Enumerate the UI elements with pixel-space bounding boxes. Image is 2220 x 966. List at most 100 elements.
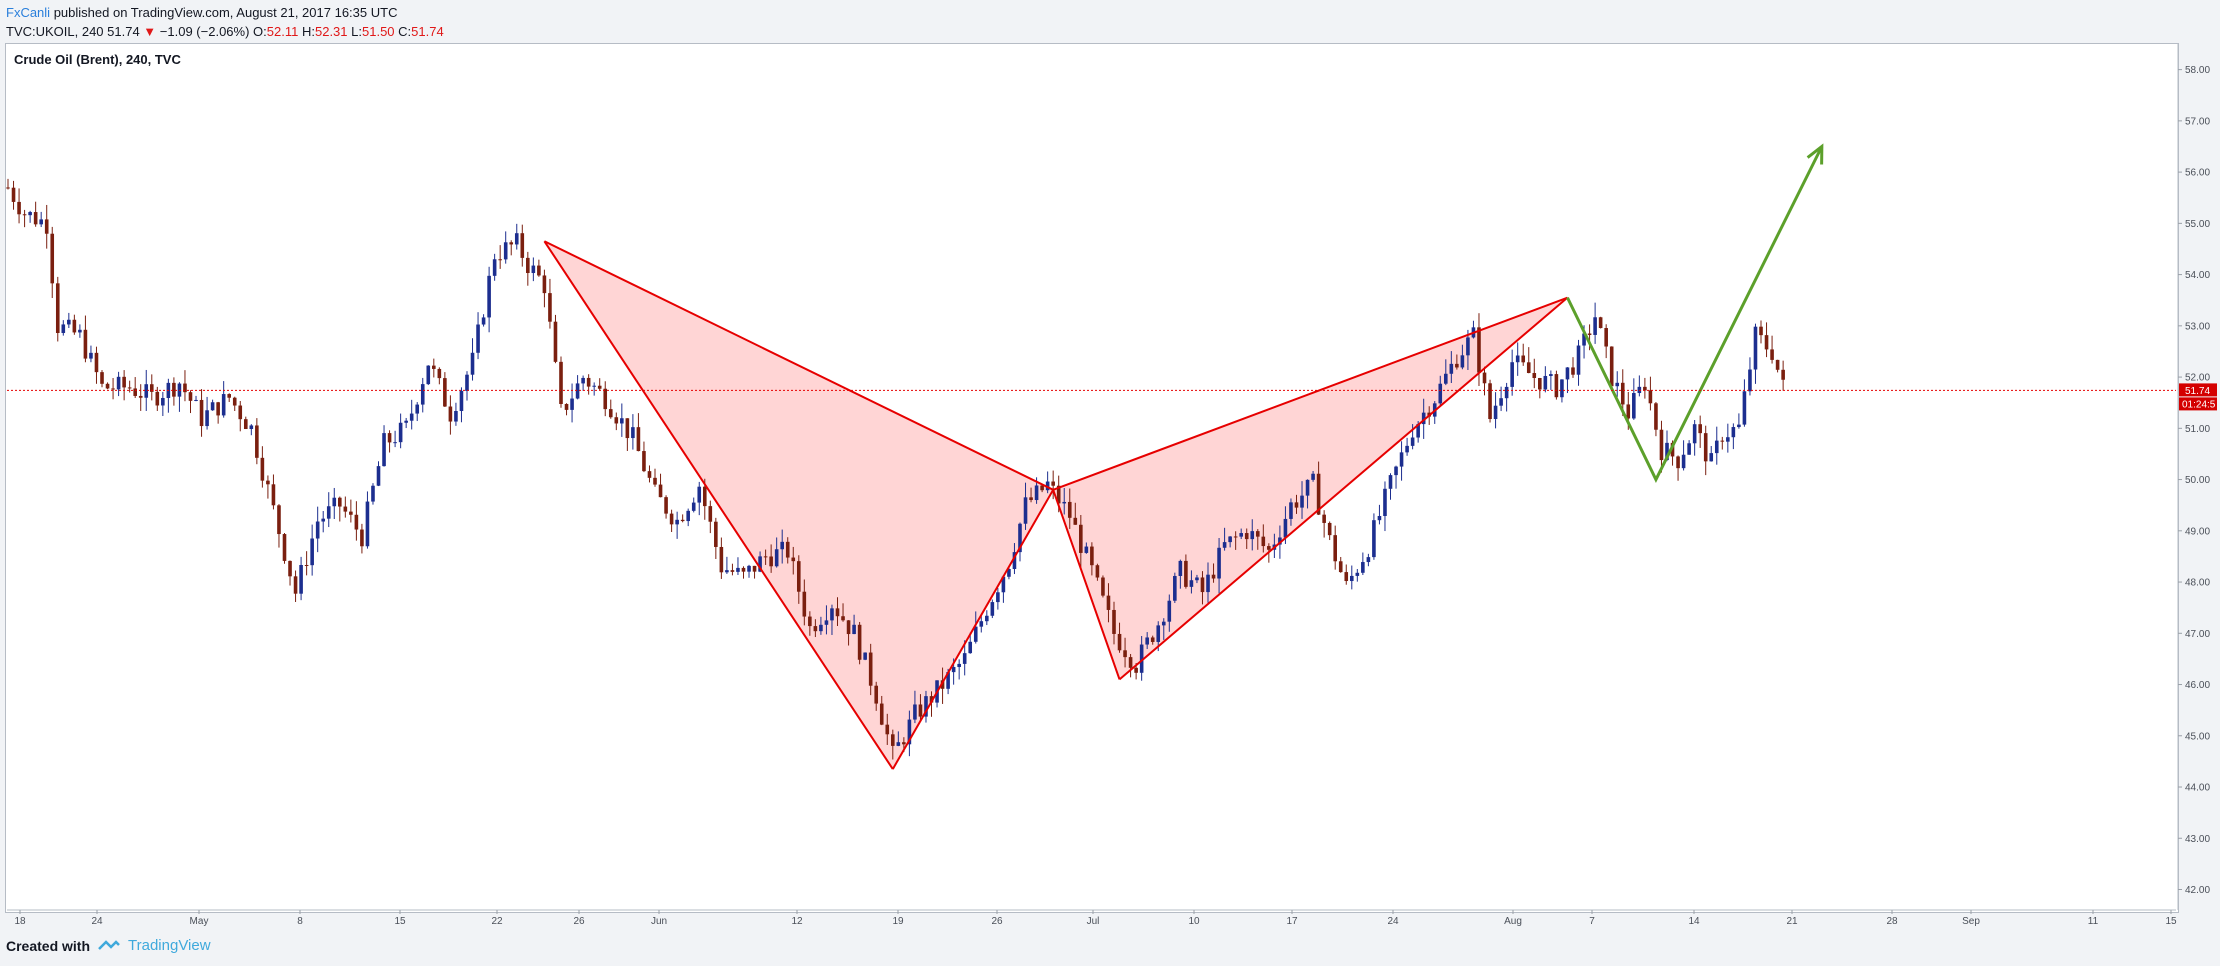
candle-bear <box>702 486 707 507</box>
candle-bull <box>1250 531 1255 540</box>
candle-bear <box>1781 369 1785 380</box>
candle-bull <box>1206 574 1210 593</box>
candle-bull <box>321 518 326 522</box>
time-tick-label: 15 <box>394 916 406 927</box>
candle-bear <box>122 376 126 388</box>
candle-bear <box>1327 522 1332 536</box>
candle-bull <box>376 466 381 486</box>
candle-bull <box>736 567 740 572</box>
candle-bull <box>1565 367 1570 380</box>
price-tick-label: 55.00 <box>2185 219 2210 230</box>
candle-bull <box>924 696 928 717</box>
candle-bull <box>1753 326 1758 370</box>
candle-bear <box>1211 574 1216 579</box>
candle-bear <box>360 529 364 547</box>
candle-bull <box>819 624 823 632</box>
candle-bull <box>1582 333 1586 346</box>
candle-bull <box>1405 445 1409 453</box>
candle-bull <box>1045 481 1050 491</box>
candle-bear <box>1184 560 1188 587</box>
candle-bear <box>50 233 55 284</box>
candle-bull <box>780 541 784 550</box>
publisher-link[interactable]: FxCanli <box>6 5 51 20</box>
candle-bear <box>1244 533 1249 540</box>
candle-bear <box>227 394 231 398</box>
candle-bear <box>752 565 757 572</box>
candle-bull <box>824 620 829 625</box>
candle-bull <box>592 385 596 387</box>
candle-bull <box>1466 337 1470 356</box>
candle-bull <box>852 624 856 635</box>
candle-bear <box>1112 609 1116 634</box>
candle-bull <box>1305 479 1310 496</box>
candle-bull <box>481 317 486 325</box>
candle-bear <box>769 556 773 567</box>
candle-bear <box>885 724 890 735</box>
price-tick-label: 53.00 <box>2185 321 2210 332</box>
candle-bear <box>498 259 502 261</box>
time-tick-label: Jul <box>1087 916 1100 927</box>
candle-bull <box>332 497 337 507</box>
candle-bull <box>116 376 121 390</box>
candle-bull <box>210 402 215 411</box>
price-tick-label: 44.00 <box>2185 783 2210 794</box>
candle-bear <box>802 591 807 617</box>
time-tick-label: 12 <box>791 916 803 927</box>
time-tick-label: 17 <box>1286 916 1298 927</box>
time-tick-label: 26 <box>991 916 1003 927</box>
candle-bear <box>255 425 259 458</box>
pattern-line <box>1052 489 1121 680</box>
price-tick-label: 52.00 <box>2185 373 2210 384</box>
price-tick-label: 48.00 <box>2185 578 2210 589</box>
countdown-label: 01:24:5 <box>2182 399 2216 410</box>
candle-bull <box>89 352 93 359</box>
candle-bull <box>1001 576 1006 593</box>
countdown-badge <box>2179 397 2217 411</box>
candle-bull <box>1493 405 1498 420</box>
candle-bull <box>1145 637 1149 645</box>
candle-bear <box>520 233 525 258</box>
candle-bull <box>1515 355 1520 363</box>
candle-bear <box>1067 501 1072 518</box>
candle-bull <box>1023 497 1028 524</box>
candle-bear <box>940 680 945 689</box>
candle-bull <box>1748 369 1752 392</box>
candle-bull <box>310 538 314 566</box>
candle-bear <box>282 534 287 561</box>
candle-bull <box>1278 537 1282 545</box>
candle-bear <box>1267 546 1271 550</box>
candle-bull <box>1366 557 1371 563</box>
candle-bull <box>1681 454 1686 469</box>
candle-bear <box>813 626 818 632</box>
candle-bear <box>537 265 541 276</box>
candle-bear <box>1344 572 1349 582</box>
candle-bear <box>55 283 60 334</box>
candle-bull <box>420 384 425 405</box>
candle-bull <box>514 233 519 245</box>
candle-bull <box>382 433 386 467</box>
candle-bear <box>608 409 613 418</box>
time-tick-label: Aug <box>1504 916 1522 927</box>
candle-bear <box>1488 383 1492 420</box>
candle-bull <box>1377 515 1382 521</box>
candle-bear <box>1609 346 1614 387</box>
candle-bear <box>658 484 663 498</box>
candle-bear <box>304 564 309 566</box>
candle-bear <box>846 620 851 635</box>
price-tick-label: 49.00 <box>2185 526 2210 537</box>
tradingview-brand[interactable]: TradingView <box>128 937 211 954</box>
candle-bull <box>1615 382 1620 387</box>
candle-bull <box>1012 552 1017 570</box>
low-value: 51.50 <box>362 24 395 39</box>
candle-bear <box>6 187 10 189</box>
candle-bear <box>664 497 668 514</box>
candle-bull <box>951 667 956 673</box>
candle-bear <box>138 395 143 398</box>
candle-bear <box>891 734 895 746</box>
candle-bear <box>680 519 685 522</box>
candle-bull <box>1349 575 1354 582</box>
candle-bull <box>1399 452 1404 467</box>
candle-bear <box>1626 404 1631 419</box>
price-tick-label: 46.00 <box>2185 680 2210 691</box>
